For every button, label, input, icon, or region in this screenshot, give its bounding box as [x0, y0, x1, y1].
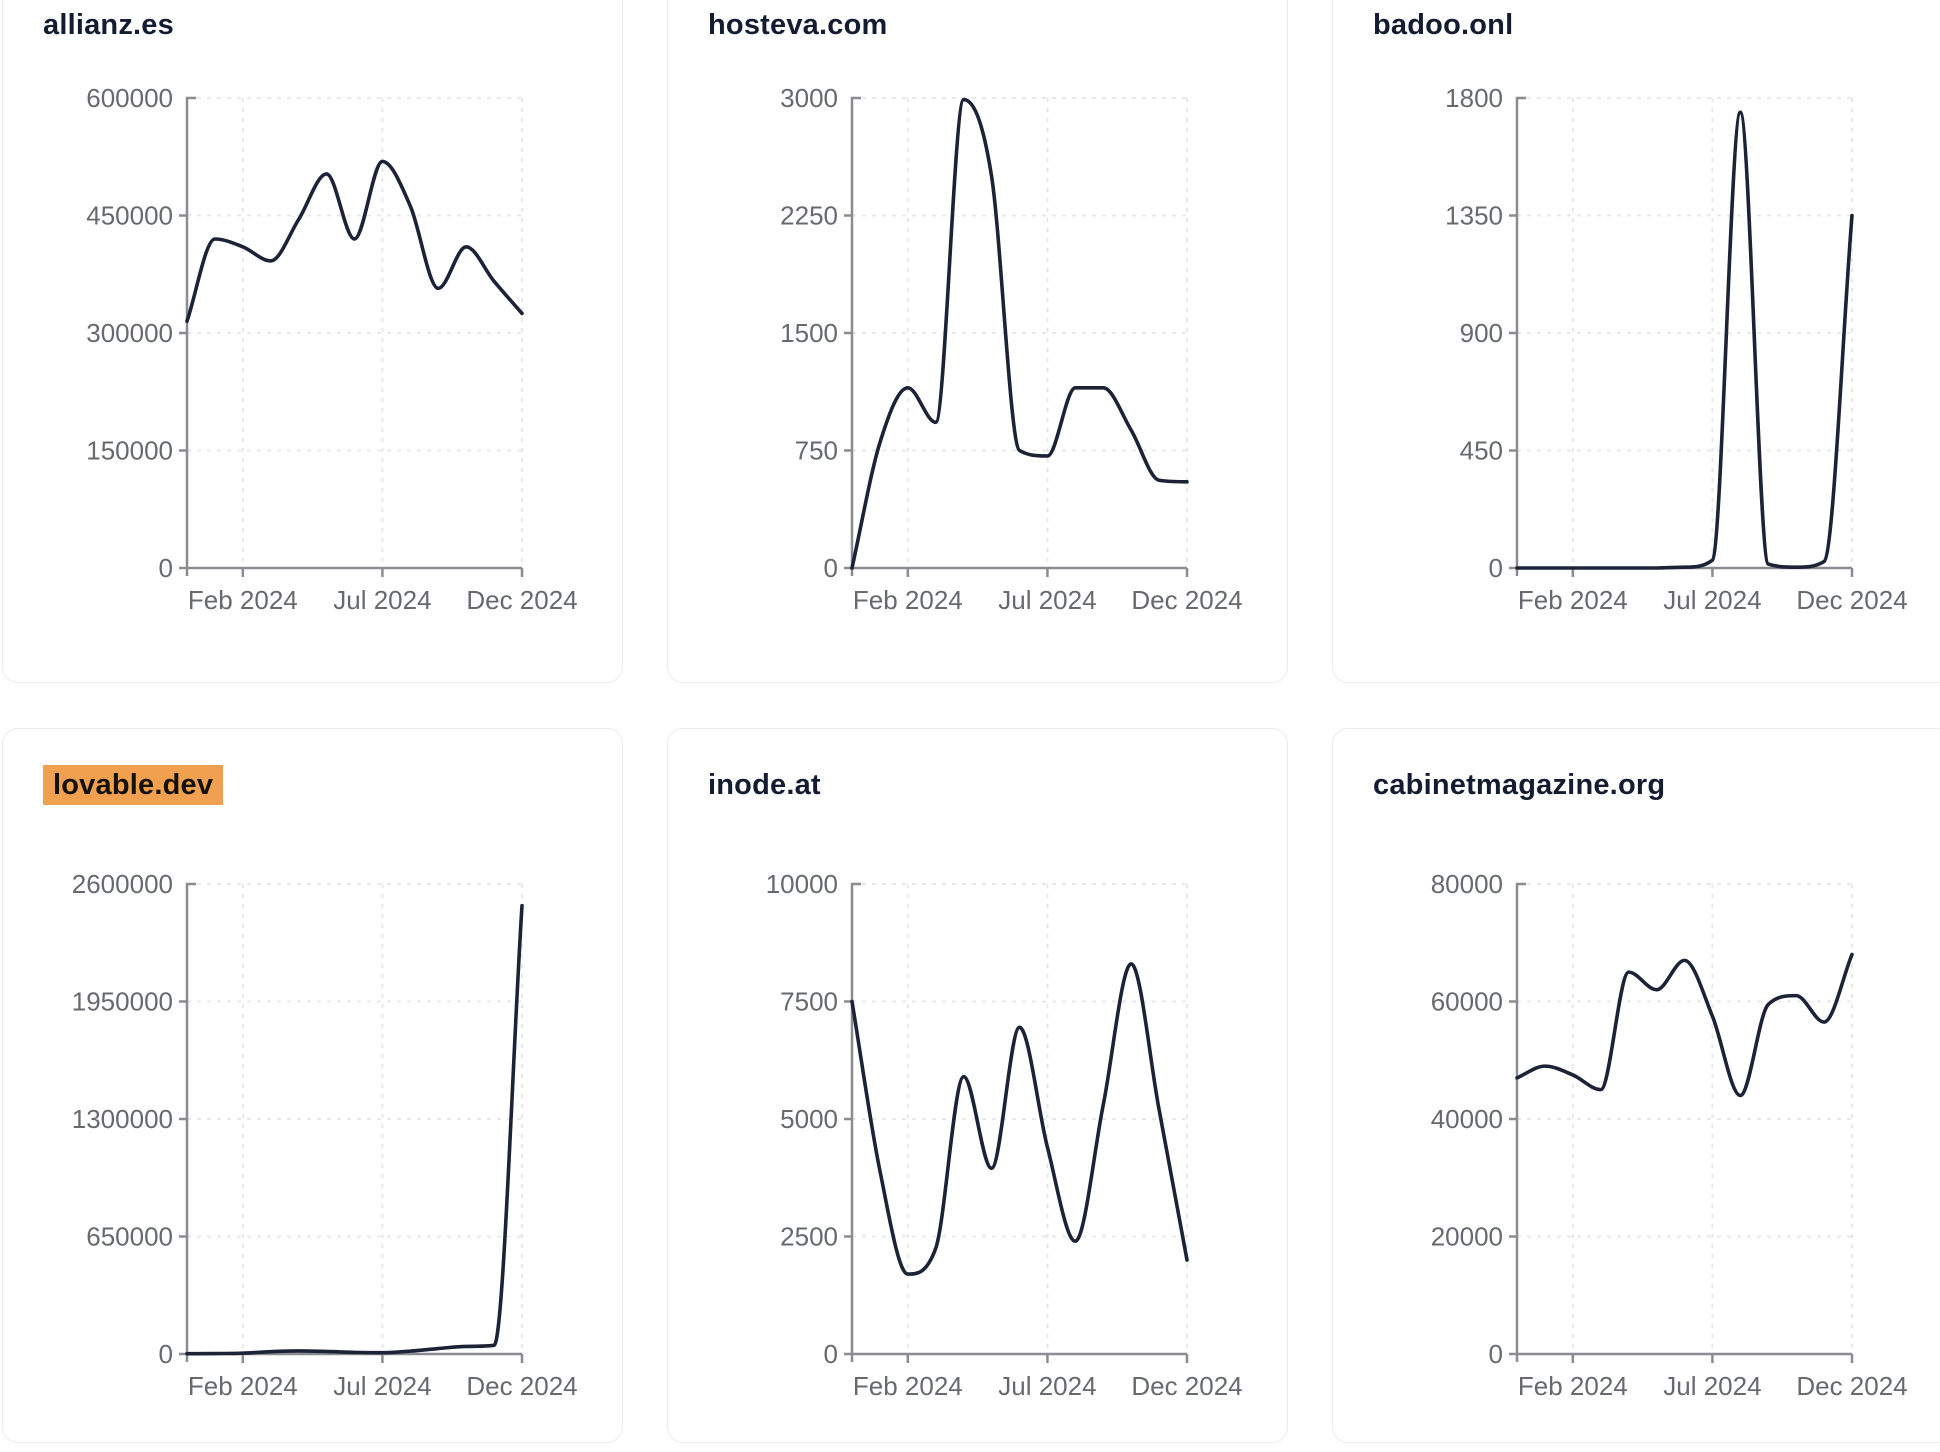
y-axis-tick-label: 150000 — [86, 436, 173, 466]
y-axis-tick-label: 1800 — [1445, 83, 1503, 113]
y-axis-tick-label: 450 — [1460, 436, 1503, 466]
x-axis-tick-label: Jul 2024 — [333, 1371, 431, 1401]
y-axis-tick-label: 3000 — [780, 83, 838, 113]
y-axis-tick-label: 5000 — [780, 1104, 838, 1134]
y-axis-tick-label: 1950000 — [72, 987, 173, 1017]
y-axis-tick-label: 750 — [795, 436, 838, 466]
y-axis-tick-label: 10000 — [766, 869, 838, 899]
trend-line — [185, 903, 524, 1356]
y-axis-tick-label: 650000 — [86, 1222, 173, 1252]
y-axis-tick-label: 600000 — [86, 83, 173, 113]
y-axis-tick-label: 2600000 — [72, 869, 173, 899]
chart-title-cabinetmagazine-org: cabinetmagazine.org — [1373, 769, 1666, 801]
x-axis-tick-label: Dec 2024 — [1131, 585, 1242, 615]
y-axis-tick-label: 20000 — [1431, 1222, 1503, 1252]
x-axis-tick-label: Feb 2024 — [188, 1371, 298, 1401]
y-axis-tick-label: 0 — [159, 553, 173, 583]
y-axis-tick-label: 40000 — [1431, 1104, 1503, 1134]
line-chart-allianz-es: 0 150000 300000 450000 600000 Feb 2024 Jul 202… — [86, 83, 577, 615]
y-axis-tick-label: 1300000 — [72, 1104, 173, 1134]
chart-card-inode-at[interactable]: inode.at 0 2500 5000 7500 10000 Feb 2024 Jul 20… — [667, 728, 1288, 1443]
y-axis-tick-label: 900 — [1460, 318, 1503, 348]
x-axis-tick-label: Jul 2024 — [333, 585, 431, 615]
line-chart-inode-at: 0 2500 5000 7500 10000 Feb 2024 Jul 2024 Dec 20… — [766, 869, 1243, 1401]
y-axis-tick-label: 0 — [824, 1339, 838, 1369]
chart-card-header: badoo.onl — [1333, 0, 1940, 53]
trend-line — [850, 962, 1189, 1276]
chart-title-lovable-dev: lovable.dev — [43, 765, 224, 805]
chart-title-badoo-onl: badoo.onl — [1373, 9, 1514, 41]
chart-card-badoo-onl[interactable]: badoo.onl 0 450 900 1350 1800 Feb 2024 Jul 2024… — [1332, 0, 1940, 683]
x-axis-tick-label: Feb 2024 — [1518, 1371, 1628, 1401]
chart-card-allianz-es[interactable]: allianz.es 0 150000 300000 450000 600000 Feb 2… — [2, 0, 623, 683]
chart-card-lovable-dev[interactable]: lovable.dev 0 650000 1300000 1950000 2600000 F… — [2, 728, 623, 1443]
y-axis-tick-label: 1500 — [780, 318, 838, 348]
chart-title-inode-at: inode.at — [708, 769, 821, 801]
x-axis-tick-label: Dec 2024 — [1796, 585, 1907, 615]
x-axis-tick-label: Dec 2024 — [466, 585, 577, 615]
chart-card-header: hosteva.com — [668, 0, 1287, 53]
y-axis-tick-label: 0 — [824, 553, 838, 583]
y-axis-line — [1515, 882, 1526, 1362]
x-axis-tick-label: Dec 2024 — [1131, 1371, 1242, 1401]
y-axis-line — [1515, 96, 1526, 576]
y-axis-line — [185, 96, 196, 576]
chart-card-cabinetmagazine-org[interactable]: cabinetmagazine.org 0 20000 40000 60000 80000… — [1332, 728, 1940, 1443]
y-axis-tick-label: 1350 — [1445, 201, 1503, 231]
y-axis-tick-label: 300000 — [86, 318, 173, 348]
trend-line — [850, 97, 1189, 570]
chart-card-header: allianz.es — [3, 0, 622, 53]
y-axis-line — [850, 96, 861, 576]
chart-card-header: inode.at — [668, 729, 1287, 813]
x-axis-tick-label: Jul 2024 — [1663, 1371, 1761, 1401]
trend-line — [1515, 952, 1854, 1098]
y-axis-tick-label: 0 — [159, 1339, 173, 1369]
y-axis-tick-label: 80000 — [1431, 869, 1503, 899]
x-axis-tick-label: Jul 2024 — [998, 1371, 1096, 1401]
y-axis-line — [850, 882, 861, 1362]
chart-title-hosteva-com: hosteva.com — [708, 9, 888, 41]
chart-title-allianz-es: allianz.es — [43, 9, 174, 41]
x-axis-tick-label: Dec 2024 — [1796, 1371, 1907, 1401]
trend-line — [1515, 110, 1854, 570]
y-axis-tick-label: 60000 — [1431, 987, 1503, 1017]
line-chart-cabinetmagazine-org: 0 20000 40000 60000 80000 Feb 2024 Jul 2024 Dec… — [1431, 869, 1908, 1401]
x-axis-tick-label: Jul 2024 — [1663, 585, 1761, 615]
chart-card-header: lovable.dev — [3, 729, 622, 813]
y-axis-line — [185, 882, 196, 1362]
x-axis-tick-label: Feb 2024 — [188, 585, 298, 615]
y-axis-tick-label: 0 — [1489, 553, 1503, 583]
line-chart-lovable-dev: 0 650000 1300000 1950000 2600000 Feb 2024 Jul … — [72, 869, 578, 1401]
chart-card-header: cabinetmagazine.org — [1333, 729, 1940, 813]
x-axis-tick-label: Feb 2024 — [1518, 585, 1628, 615]
y-axis-tick-label: 2250 — [780, 201, 838, 231]
x-axis-tick-label: Feb 2024 — [853, 1371, 963, 1401]
x-axis-tick-label: Feb 2024 — [853, 585, 963, 615]
y-axis-tick-label: 450000 — [86, 201, 173, 231]
line-chart-badoo-onl: 0 450 900 1350 1800 Feb 2024 Jul 2024 Dec 2024 — [1445, 83, 1908, 615]
trend-line — [185, 159, 524, 324]
x-axis-tick-label: Dec 2024 — [466, 1371, 577, 1401]
line-chart-hosteva-com: 0 750 1500 2250 3000 Feb 2024 Jul 2024 Dec 2024 — [780, 83, 1243, 615]
chart-card-hosteva-com[interactable]: hosteva.com 0 750 1500 2250 3000 Feb 2024 Jul 2… — [667, 0, 1288, 683]
x-axis-tick-label: Jul 2024 — [998, 585, 1096, 615]
y-axis-tick-label: 7500 — [780, 987, 838, 1017]
y-axis-tick-label: 2500 — [780, 1222, 838, 1252]
y-axis-tick-label: 0 — [1489, 1339, 1503, 1369]
